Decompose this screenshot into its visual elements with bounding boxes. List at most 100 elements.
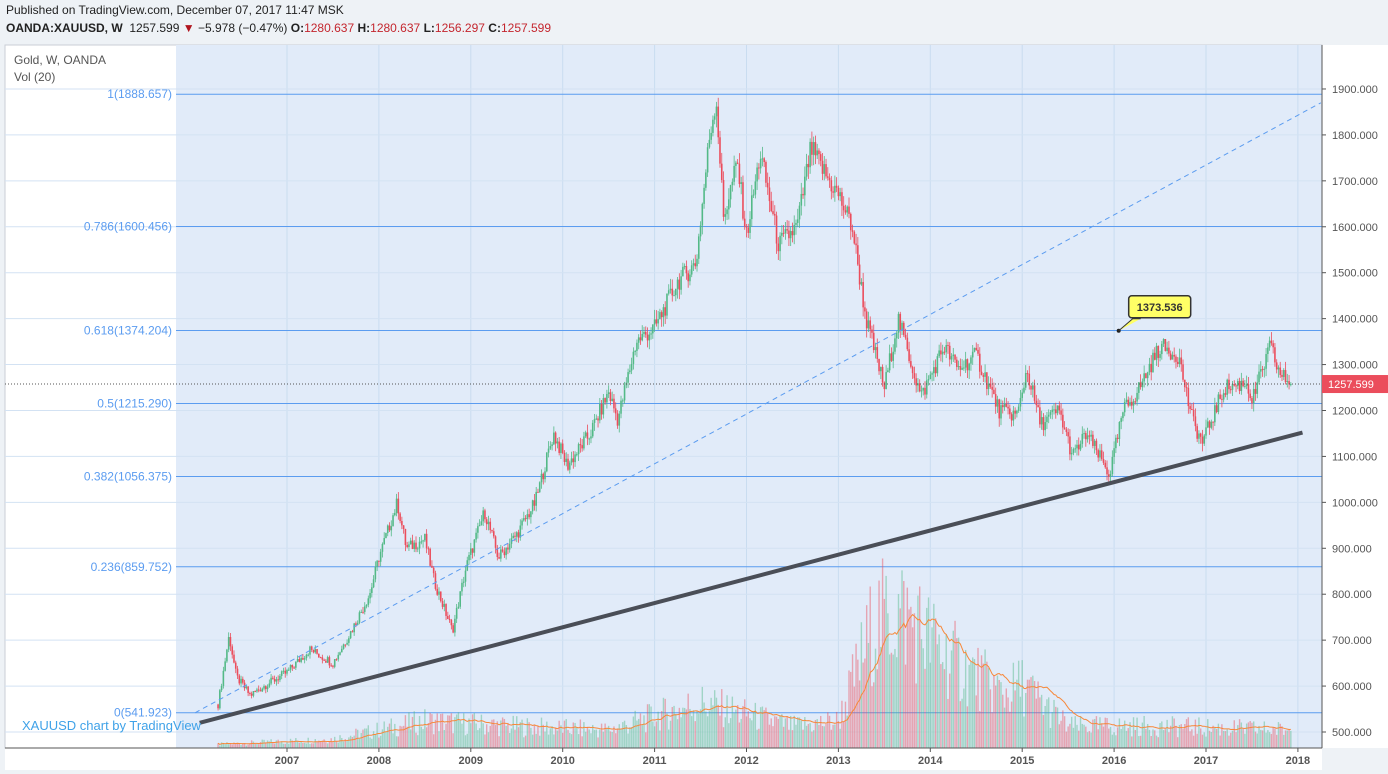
volume-bar (443, 730, 445, 748)
candle (1077, 444, 1080, 450)
candle (394, 512, 396, 516)
volume-bar (844, 701, 847, 748)
candle (1016, 410, 1018, 414)
candle (492, 531, 495, 537)
volume-bar (547, 734, 550, 748)
candle (556, 441, 559, 444)
volume-bar (565, 719, 567, 748)
volume-bar (676, 719, 679, 748)
volume-bar (1044, 705, 1046, 748)
candle (445, 603, 447, 616)
candle (498, 557, 500, 559)
candle (849, 213, 852, 231)
volume-bar (1083, 724, 1085, 748)
candle (971, 351, 974, 358)
volume-bar (599, 729, 601, 748)
candle (906, 337, 909, 350)
candle (606, 393, 608, 403)
candle (485, 519, 488, 525)
volume-bar (500, 720, 502, 748)
volume-bar (860, 622, 863, 748)
volume-bar (448, 715, 451, 748)
volume-bar (487, 732, 490, 748)
candle (1007, 406, 1009, 409)
candle (696, 258, 698, 267)
volume-bar (381, 729, 384, 748)
candle (1074, 448, 1077, 450)
candle (415, 542, 417, 550)
candle (590, 436, 592, 439)
volume-bar (706, 716, 709, 748)
volume-bar (233, 742, 235, 748)
candle (770, 201, 773, 212)
volume-bar (236, 742, 239, 748)
volume-bar (1104, 717, 1106, 748)
volume-bar (1003, 707, 1006, 748)
candle (754, 181, 757, 195)
candle (425, 533, 428, 549)
volume-bar (805, 725, 808, 748)
volume-bar (1166, 719, 1168, 748)
y-tick-label: 700.000 (1332, 635, 1372, 647)
volume-bar (1238, 719, 1241, 748)
candle (1270, 340, 1273, 344)
candle (1205, 427, 1207, 436)
candle (563, 452, 566, 462)
candle (314, 649, 317, 653)
candle (805, 163, 808, 177)
candle (885, 372, 887, 390)
candle (1030, 385, 1032, 390)
candle (825, 164, 827, 177)
candle (1178, 357, 1181, 365)
candle (330, 665, 332, 667)
volume-bar (1212, 725, 1214, 748)
candle (1079, 443, 1082, 450)
volume-bar (950, 650, 953, 748)
volume-bar (1136, 717, 1138, 748)
volume-bar (678, 707, 681, 748)
candle (386, 525, 389, 534)
volume-bar (463, 713, 465, 748)
candle (1118, 421, 1121, 439)
volume-bar (570, 734, 573, 748)
candle (432, 567, 435, 574)
volume-bar (843, 722, 845, 748)
volume-bar (348, 737, 350, 748)
volume-bar (263, 739, 265, 748)
annotation-pointer (1118, 318, 1141, 332)
volume-bar (963, 688, 965, 748)
candle (289, 664, 292, 670)
volume-bar (682, 707, 684, 748)
candle (853, 231, 856, 244)
volume-bar (630, 727, 633, 748)
candle (956, 359, 958, 367)
candle (655, 319, 658, 324)
candle (1152, 352, 1154, 373)
volume-bar (1146, 723, 1149, 748)
candle (812, 142, 815, 155)
candle (729, 185, 732, 200)
candle (1229, 389, 1232, 391)
candle (643, 331, 645, 334)
candle (1185, 387, 1188, 389)
volume-bar (367, 725, 369, 748)
candle (500, 549, 502, 559)
candle (607, 392, 610, 394)
volume-bar (662, 697, 665, 748)
volume-bar (846, 715, 848, 748)
volume-bar (668, 729, 670, 748)
volume-bar (708, 710, 711, 748)
volume-bar (745, 716, 748, 748)
volume-bar (341, 738, 343, 748)
candle (630, 363, 633, 371)
volume-bar (713, 690, 716, 748)
candle (1116, 437, 1119, 439)
candle (1076, 444, 1078, 449)
candle (936, 356, 939, 374)
candle (365, 604, 368, 607)
candle (337, 654, 340, 660)
candle (1286, 381, 1289, 383)
candle (814, 142, 817, 156)
volume-bar (680, 717, 682, 748)
